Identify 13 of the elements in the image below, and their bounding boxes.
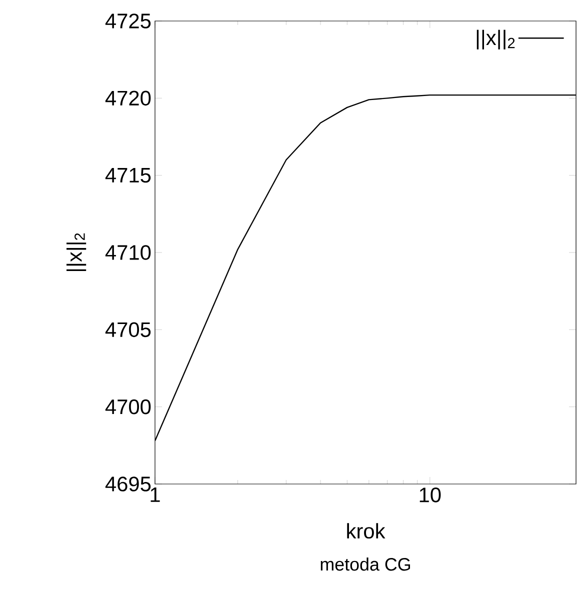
- y-tick-label: 4725: [105, 14, 151, 28]
- legend-label: ||x||$_{2}$: [476, 30, 515, 50]
- text: metoda CG: [320, 558, 410, 571]
- y-tick-label: 4710: [105, 245, 151, 260]
- y-axis-title: ||x||$_{2}$: [66, 233, 86, 272]
- y-tick-label: 4715: [105, 168, 151, 183]
- y-tick-label: 4695: [105, 476, 151, 492]
- x-tick-label: 10: [420, 488, 441, 502]
- x-tick-label: 1: [150, 488, 160, 502]
- y-tick-label: 4700: [105, 399, 151, 414]
- y-tick-label: 4705: [105, 322, 151, 338]
- x-axis-title: krok: [347, 523, 386, 539]
- y-tick-label: 4720: [105, 90, 151, 106]
